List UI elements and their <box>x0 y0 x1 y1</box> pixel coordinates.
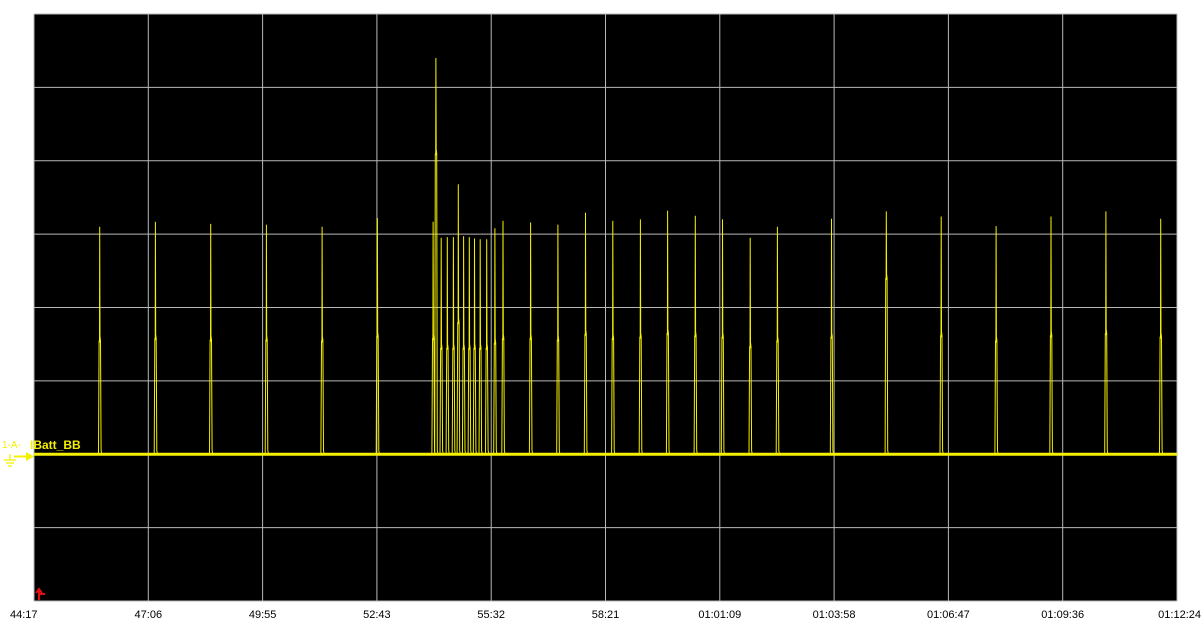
trace-spike <box>748 237 753 455</box>
trace-spike <box>264 224 269 455</box>
x-tick-label: 58:21 <box>592 609 620 621</box>
x-tick-label: 47:06 <box>135 609 163 621</box>
trace-spike <box>434 57 439 455</box>
trace-spike <box>1049 216 1054 455</box>
trace-spike <box>611 220 616 455</box>
x-tick-label: 52:43 <box>363 609 391 621</box>
trace-spike <box>829 218 834 455</box>
trace-spike <box>939 216 944 455</box>
trace-spike <box>375 217 380 455</box>
x-tick-label: 55:32 <box>477 609 505 621</box>
ground-marker-icon <box>4 454 16 467</box>
trace-spike <box>493 228 498 455</box>
trace-spike <box>209 223 214 455</box>
x-axis-ticks: 44:17 47:06 49:55 52:43 55:32 58:21 01:01:09 01… <box>10 609 1201 621</box>
x-tick-label: 01:01:09 <box>698 609 741 621</box>
trace-spike <box>884 211 889 455</box>
trace-spike <box>467 237 472 455</box>
x-tick-label: 49:55 <box>249 609 277 621</box>
trace-spike <box>583 212 588 455</box>
x-tick-label: 01:06:47 <box>927 609 970 621</box>
trace-spike <box>720 219 725 455</box>
trace-spike <box>472 238 477 455</box>
channel-label[interactable]: 1-A- IBatt_BB <box>2 438 81 452</box>
trace-spike <box>451 237 456 455</box>
trace-spike <box>439 237 444 455</box>
trace-spike <box>638 219 643 455</box>
trace-spike <box>665 210 671 455</box>
trace-spike <box>693 215 698 455</box>
trigger-marker-icon[interactable] <box>35 587 45 600</box>
trace-spike <box>1159 218 1164 455</box>
trace-ibatt-bb[interactable] <box>34 57 1177 456</box>
x-tick-label: 01:03:58 <box>813 609 856 621</box>
x-tick-label: 01:12:24 <box>1158 609 1201 621</box>
trace-spike <box>478 239 483 455</box>
trace-spike <box>528 222 534 455</box>
grid <box>33 13 1178 602</box>
trace-spike <box>461 236 467 455</box>
trace-spike <box>445 237 450 455</box>
trace-spike <box>485 239 490 455</box>
trace-spike <box>1104 211 1109 455</box>
x-tick-label: 44:17 <box>10 609 38 621</box>
trace-spike <box>501 220 506 455</box>
x-tick-label: 01:09:36 <box>1041 609 1084 621</box>
channel-name: IBatt_BB <box>30 438 81 452</box>
channel-prefix: 1-A- <box>2 440 21 451</box>
channel-arrow-icon[interactable] <box>14 452 34 461</box>
trace-spike <box>98 226 103 455</box>
trace-spike <box>775 226 780 455</box>
trace-spike <box>456 184 461 455</box>
trace-spike <box>153 221 158 455</box>
trace-spike <box>994 226 999 455</box>
trace-spike <box>320 226 325 455</box>
trace-spike <box>556 224 561 455</box>
